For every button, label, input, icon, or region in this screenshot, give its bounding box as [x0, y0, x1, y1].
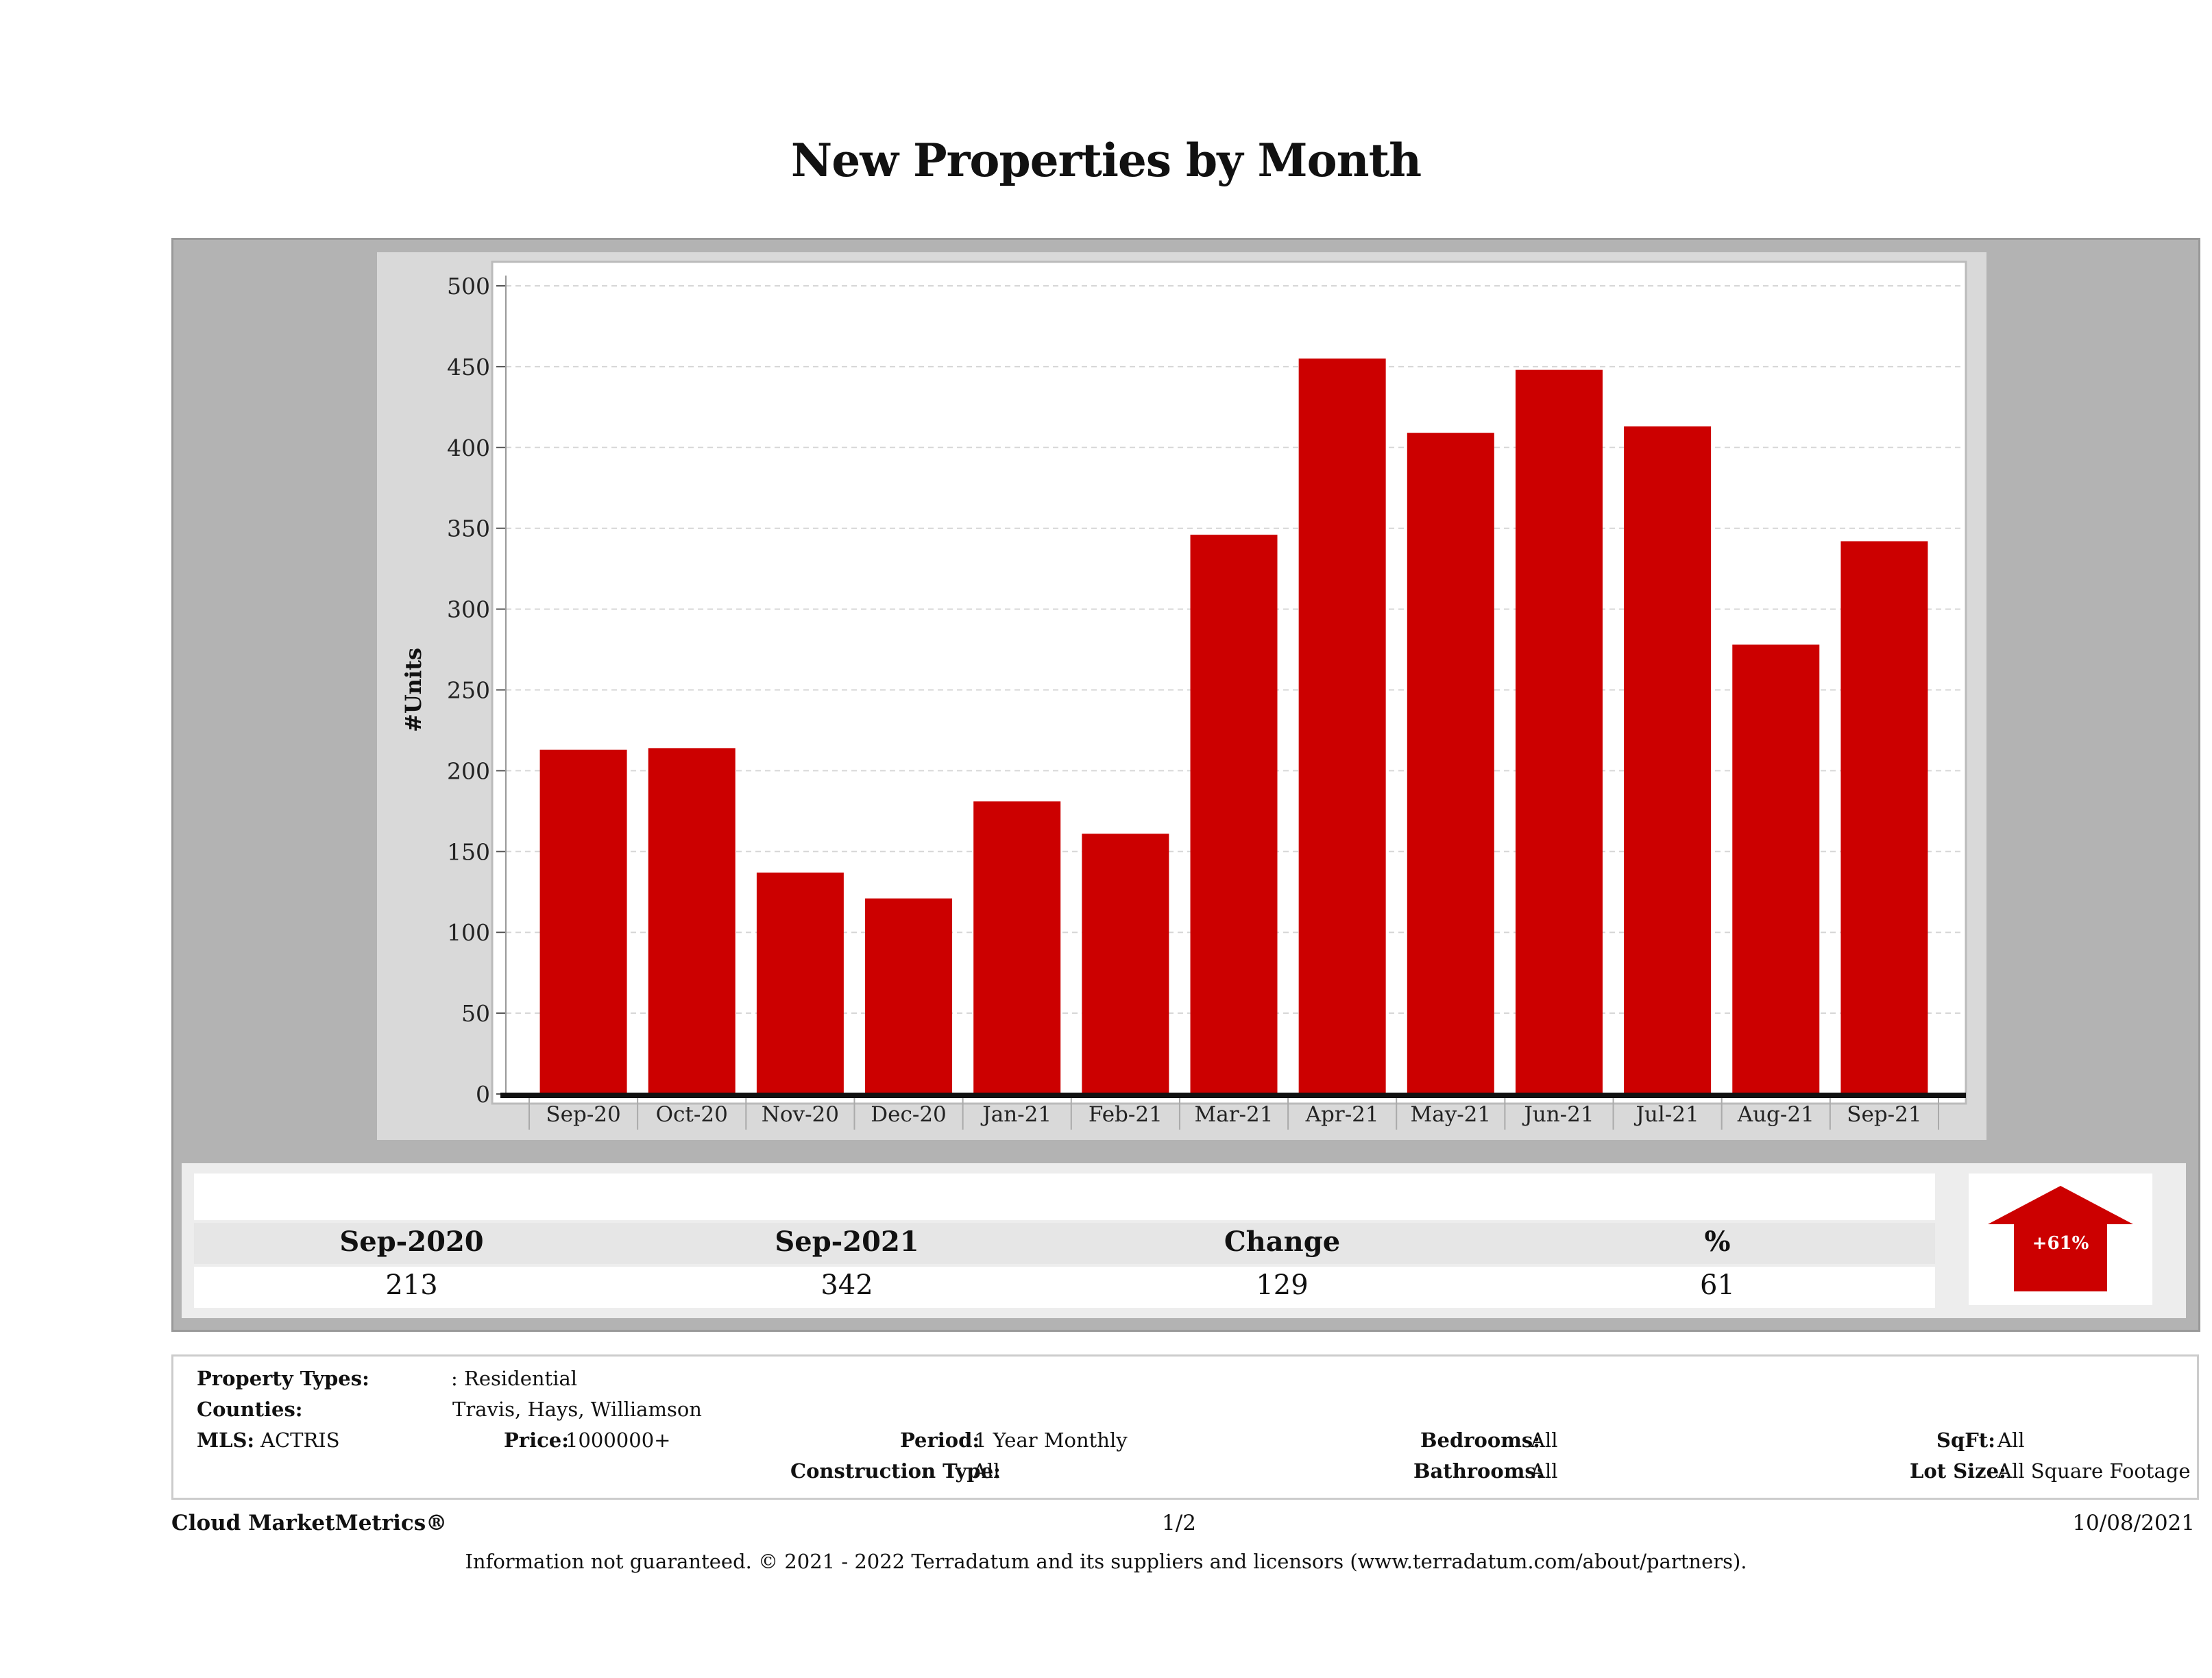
bedrooms-label: Bedrooms: — [1420, 1428, 1540, 1452]
x-tick-label: Jul-21 — [1633, 1102, 1699, 1127]
counties-label: Counties: — [197, 1398, 303, 1421]
x-tick-label: Mar-21 — [1195, 1102, 1274, 1127]
period-value: 1 Year Monthly — [974, 1428, 1128, 1452]
property-types-label: Property Types: — [197, 1367, 369, 1390]
change-badge-label: +61% — [2032, 1233, 2089, 1254]
summary-header-band — [194, 1223, 1935, 1264]
mls-value: ACTRIS — [260, 1428, 340, 1452]
y-tick-label: 100 — [447, 919, 490, 946]
bathrooms-label: Bathrooms: — [1413, 1459, 1544, 1483]
summary-header-start: Sep-2020 — [339, 1226, 484, 1258]
summary-value-change: 129 — [1256, 1269, 1309, 1301]
y-tick-label: 0 — [476, 1081, 490, 1108]
change-badge: +61% — [1969, 1174, 2152, 1305]
footer-brand: Cloud MarketMetrics® — [171, 1511, 448, 1535]
footer-page-number: 1/2 — [1162, 1511, 1196, 1535]
summary-header-change: Change — [1224, 1226, 1341, 1258]
x-tick-label: Nov-20 — [762, 1102, 839, 1127]
bar-feb-21 — [1082, 834, 1169, 1094]
bar-oct-20 — [648, 748, 736, 1094]
sqft-value: All — [1997, 1428, 2025, 1452]
x-tick-label: Sep-20 — [546, 1102, 620, 1127]
chart-panel: 0 50 100 150 200 250 300 350 400 450 500 #Units Sep-… — [377, 252, 1986, 1140]
price-label: Price: — [504, 1428, 569, 1452]
bar-apr-21 — [1298, 358, 1386, 1094]
footer-disclaimer: Information not guaranteed. © 2021 - 202… — [465, 1550, 1747, 1573]
x-tick-label: Apr-21 — [1305, 1102, 1379, 1127]
x-tick-label: Feb-21 — [1089, 1102, 1163, 1127]
y-tick-label: 350 — [447, 515, 490, 542]
up-arrow-icon: +61% — [1988, 1186, 2133, 1291]
bar-chart: 0 50 100 150 200 250 300 350 400 450 500 #Units Sep-… — [400, 260, 1967, 1130]
footer-date: 10/08/2021 — [2072, 1511, 2195, 1535]
y-tick-label: 450 — [447, 354, 490, 380]
y-tick-label: 400 — [447, 435, 490, 461]
bar-aug-21 — [1732, 644, 1820, 1094]
bar-nov-20 — [756, 872, 844, 1094]
x-tick-label: Jan-21 — [980, 1102, 1052, 1127]
bar-jun-21 — [1515, 369, 1603, 1094]
summary-value-start: 213 — [385, 1269, 438, 1301]
x-tick-label: Dec-20 — [871, 1102, 946, 1127]
summary-value-percent: 61 — [1700, 1269, 1735, 1301]
y-axis-label: #Units — [400, 648, 426, 732]
summary-header-end: Sep-2021 — [775, 1226, 919, 1258]
x-tick-label: Oct-20 — [656, 1102, 728, 1127]
summary-blank-band — [194, 1174, 1935, 1220]
bar-jul-21 — [1624, 426, 1712, 1094]
construction-type-value: All — [973, 1459, 1000, 1483]
property-types-value: : Residential — [451, 1367, 578, 1390]
lot-size-label: Lot Size: — [1910, 1459, 2006, 1483]
bar-sep-21 — [1840, 541, 1928, 1094]
counties-value: Travis, Hays, Williamson — [452, 1398, 702, 1421]
period-label: Period: — [900, 1428, 980, 1452]
sqft-label: SqFt: — [1936, 1428, 1995, 1452]
lot-size-value: All Square Footage — [1997, 1459, 2191, 1483]
y-tick-label: 500 — [447, 273, 490, 300]
y-tick-label: 150 — [447, 838, 490, 865]
summary-value-band — [194, 1267, 1935, 1308]
mls-label: MLS: — [197, 1428, 255, 1452]
search-criteria-box — [171, 1354, 2199, 1500]
chart-title: New Properties by Month — [790, 134, 1422, 187]
construction-type-label: Construction Type: — [790, 1459, 1001, 1483]
bar-sep-20 — [539, 749, 627, 1094]
price-value: 1000000+ — [566, 1428, 671, 1452]
bar-mar-21 — [1190, 535, 1278, 1094]
x-tick-label: May-21 — [1410, 1102, 1491, 1127]
y-tick-label: 200 — [447, 757, 490, 784]
bar-jan-21 — [973, 801, 1061, 1094]
y-tick-label: 250 — [447, 677, 490, 704]
bar-may-21 — [1407, 433, 1494, 1094]
bar-dec-20 — [865, 898, 953, 1094]
summary-header-percent: % — [1704, 1226, 1731, 1258]
x-tick-label: Sep-21 — [1847, 1102, 1921, 1127]
summary-value-end: 342 — [821, 1269, 873, 1301]
bedrooms-value: All — [1531, 1428, 1558, 1452]
x-tick-label: Jun-21 — [1522, 1102, 1594, 1127]
y-tick-label: 50 — [461, 1000, 490, 1027]
y-tick-label: 300 — [447, 596, 490, 623]
bathrooms-value: All — [1531, 1459, 1558, 1483]
x-tick-label: Aug-21 — [1737, 1102, 1814, 1127]
